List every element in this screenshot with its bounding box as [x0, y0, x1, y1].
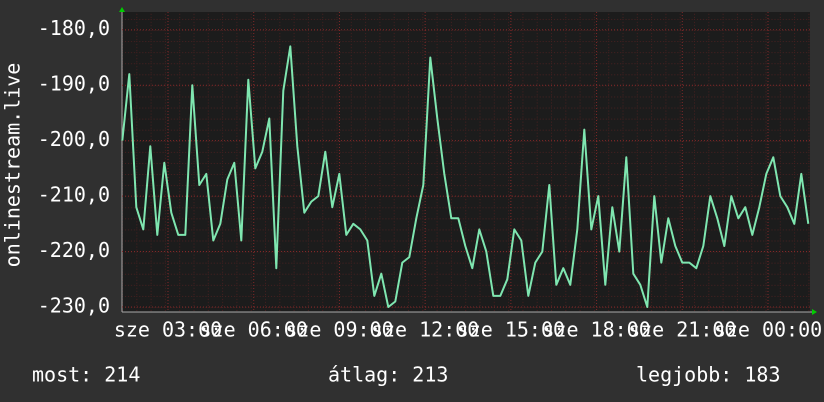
minor-grid: [122, 12, 810, 312]
y-tick-label: -200,0: [38, 127, 110, 151]
y-tick-label: -210,0: [38, 183, 110, 207]
y-tick-label: -230,0: [38, 294, 110, 318]
stat-average: átlag: 213: [328, 363, 448, 387]
x-tick-label: sze 09:00: [285, 318, 393, 342]
x-arrow: [812, 309, 817, 315]
data-line: [121, 45, 810, 308]
stat-current: most: 214: [32, 363, 140, 387]
y-axis-label: onlinestream.live: [1, 63, 25, 268]
x-tick-label: sze 06:00: [200, 318, 308, 342]
x-tick-label: sze 15:00: [457, 318, 565, 342]
x-tick-label: sze 00:00: [714, 318, 822, 342]
x-tick-label: sze 21:00: [628, 318, 736, 342]
x-tick-label: sze 12:00: [371, 318, 479, 342]
y-tick-label: -220,0: [38, 238, 110, 262]
x-tick-label: sze 03:00: [114, 318, 222, 342]
stat-best: legjobb: 183: [636, 363, 781, 387]
y-arrow: [119, 7, 125, 12]
x-tick-label: sze 18:00: [542, 318, 650, 342]
y-tick-label: -190,0: [38, 72, 110, 96]
y-tick-label: -180,0: [38, 16, 110, 40]
